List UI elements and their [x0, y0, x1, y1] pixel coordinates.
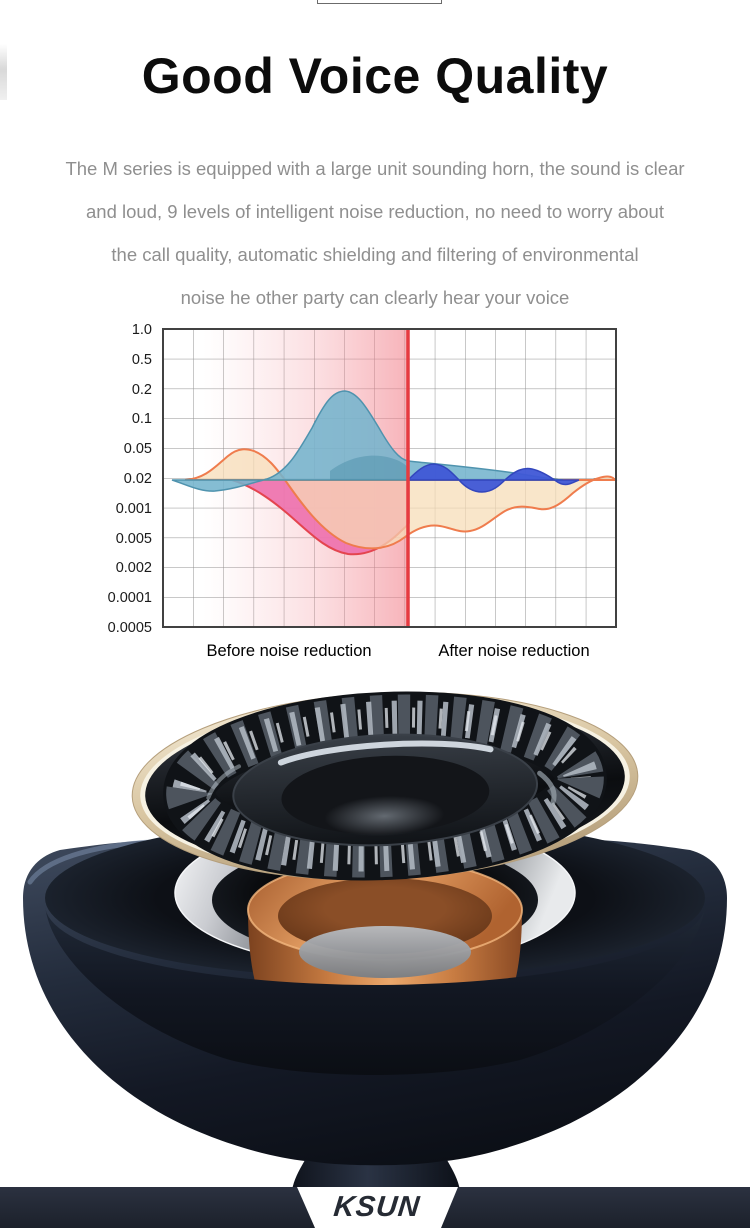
noise-reduction-chart: 1.0 0.5 0.2 0.1 0.05 0.02 0.001 0.005 0.… — [108, 322, 618, 660]
description-paragraph: The M series is equipped with a large un… — [0, 147, 750, 319]
before-noise-label: Before noise reduction — [206, 642, 371, 660]
description-line: the call quality, automatic shielding an… — [111, 244, 639, 265]
y-axis-tick-labels: 1.0 0.5 0.2 0.1 0.05 0.02 0.001 0.005 0.… — [108, 322, 152, 636]
screen-artifact-left-smudge — [0, 44, 7, 100]
after-noise-label: After noise reduction — [438, 642, 589, 660]
y-tick: 0.0001 — [108, 590, 152, 606]
diaphragm-rope-texture — [163, 691, 607, 881]
y-tick: 0.02 — [124, 471, 152, 487]
logo-plate — [297, 1187, 458, 1228]
description-line: and loud, 9 levels of intelligent noise … — [86, 201, 664, 222]
y-tick: 0.0005 — [108, 620, 152, 636]
x-axis-labels: Before noise reduction After noise reduc… — [206, 642, 589, 660]
description-line: The M series is equipped with a large un… — [65, 158, 685, 179]
series-orange-wave — [184, 448, 618, 550]
description-line: noise he other party can clearly hear yo… — [180, 287, 570, 308]
bowl-front-wall — [45, 905, 705, 1075]
y-tick: 0.001 — [116, 501, 152, 517]
brand-bar: KSUN — [0, 1187, 750, 1228]
series-teal-inner-wave — [330, 455, 409, 480]
y-tick: 0.005 — [116, 531, 152, 547]
speaker-driver-illustration: KSUN — [0, 691, 750, 1228]
diaphragm-disc — [131, 691, 639, 881]
y-tick: 0.1 — [132, 411, 152, 427]
y-tick: 0.002 — [116, 560, 152, 576]
diaphragm-center-glow — [324, 795, 445, 837]
pole-piece — [299, 926, 471, 978]
brand-logo-text: KSUN — [332, 1191, 421, 1223]
screen-artifact-top-box — [317, 0, 442, 4]
y-tick: 0.5 — [132, 352, 152, 368]
y-tick: 0.05 — [124, 441, 152, 457]
y-tick: 0.2 — [132, 382, 152, 398]
series-teal-wave — [171, 390, 564, 492]
diaphragm-highlight-arc — [277, 740, 494, 766]
housing-stem — [292, 1160, 460, 1190]
chart-border — [162, 328, 617, 628]
page-title: Good Voice Quality — [141, 48, 609, 104]
diaphragm-highlight-comma — [537, 770, 557, 806]
y-tick: 1.0 — [132, 322, 152, 338]
series-blue-wave — [406, 463, 580, 493]
bowl-rim-highlight — [27, 839, 153, 885]
